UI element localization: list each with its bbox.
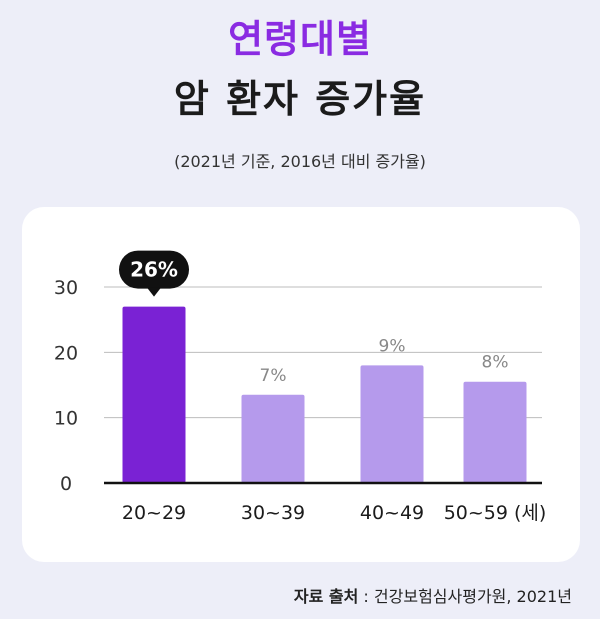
y-tick-label: 10 [54, 408, 78, 430]
y-tick-label: 30 [54, 277, 78, 299]
bar-chart: 0 10 20 30 26% 20~29 7% 30~39 9% 40~49 8% 50~59 (세) [54, 250, 547, 524]
subtitle: (2021년 기준, 2016년 대비 증가율) [174, 152, 426, 171]
data-label: 26% [130, 258, 178, 282]
callout-bubble [119, 250, 189, 289]
source-note: 자료 출처 : 건강보험심사평가원, 2021년 [294, 583, 572, 607]
bar [122, 306, 186, 483]
y-tick-label: 0 [60, 473, 72, 495]
callout-pointer [147, 287, 161, 297]
y-tick-label: 20 [54, 342, 78, 364]
chart-card: 0 10 20 30 26% 20~29 7% 30~39 9% 40~49 8% 50~59 (세) [22, 207, 580, 562]
bar [360, 365, 424, 483]
data-label: 7% [260, 366, 287, 386]
source-text: : 건강보험심사평가원, 2021년 [358, 587, 572, 606]
x-tick-label: 40~49 [360, 502, 424, 524]
title-line-2: 암 환자 증가율 [173, 77, 427, 121]
bar [463, 381, 527, 483]
x-tick-label: 30~39 [241, 502, 305, 524]
bar [241, 394, 305, 483]
title-line-1: 연령대별 [228, 17, 372, 61]
x-tick-label: 20~29 [122, 502, 186, 524]
source-label: 자료 출처 [293, 587, 359, 606]
x-tick-label: 50~59 (세) [444, 502, 547, 524]
highlight-callout: 26% [119, 250, 189, 297]
data-label: 8% [482, 353, 509, 373]
data-label: 9% [379, 336, 406, 356]
